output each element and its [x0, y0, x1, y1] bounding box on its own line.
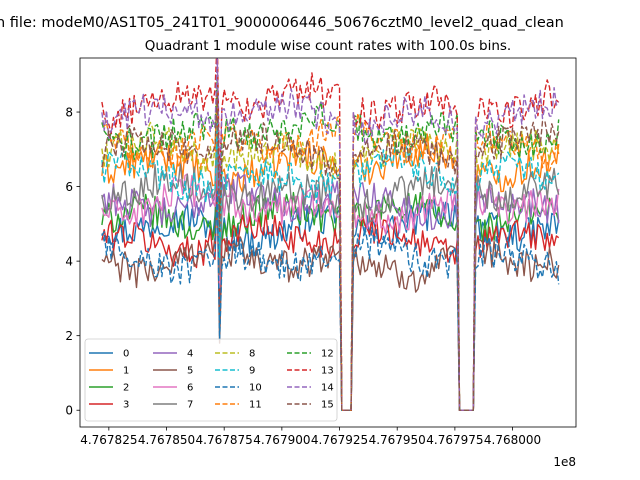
series-line-9	[101, 118, 560, 411]
series-line-4	[101, 146, 560, 411]
legend-label-12: 12	[321, 349, 334, 360]
series-line-14	[101, 58, 560, 411]
series-line-12	[101, 74, 560, 411]
figure-suptitle: n file: modeM0/AS1T05_241T01_9000006446_…	[0, 15, 564, 31]
y-tick-label-0: 0	[65, 404, 73, 418]
series-line-3	[101, 178, 560, 411]
legend-label-7: 7	[187, 400, 193, 411]
x-axis: 4.767825 4.767850 4.767875 4.767900 4.767925…	[80, 427, 541, 447]
plot-frame	[79, 57, 577, 428]
x-tick-label-6: 4.767975	[426, 433, 483, 447]
legend-label-11: 11	[249, 400, 262, 411]
legend-label-0: 0	[123, 349, 129, 360]
legend-label-14: 14	[321, 383, 334, 394]
series-line-7	[101, 138, 560, 411]
legend-label-2: 2	[123, 383, 129, 394]
x-tick-label-0: 4.767825	[80, 433, 137, 447]
y-tick-label-1: 2	[65, 329, 73, 343]
chart-title: Quadrant 1 module wise count rates with …	[145, 38, 511, 54]
x-tick-label-3: 4.767900	[253, 433, 310, 447]
legend-label-15: 15	[321, 400, 334, 411]
series-line-10	[101, 190, 560, 411]
legend-label-3: 3	[123, 400, 129, 411]
y-tick-label-4: 8	[65, 105, 73, 119]
series-layer	[101, 58, 560, 411]
x-tick-label-5: 4.767950	[369, 433, 426, 447]
x-tick-label-2: 4.767875	[196, 433, 253, 447]
y-tick-label-2: 4	[65, 254, 73, 268]
series-line-8	[101, 90, 560, 411]
legend-label-8: 8	[249, 349, 255, 360]
y-axis: 0 2 4 6 8	[65, 105, 80, 418]
legend-label-4: 4	[187, 349, 193, 360]
legend-frame	[84, 338, 338, 422]
legend-label-13: 13	[321, 366, 334, 377]
x-tick-label-7: 4.768000	[484, 433, 541, 447]
series-line-13	[101, 58, 560, 411]
series-line-5	[101, 197, 560, 411]
series-line-11	[101, 80, 560, 411]
x-offset-label: 1e8	[553, 455, 576, 469]
legend-label-5: 5	[187, 366, 193, 377]
legend-label-6: 6	[187, 383, 193, 394]
series-line-15	[101, 94, 560, 411]
y-tick-label-3: 6	[65, 180, 73, 194]
x-tick-label-1: 4.767850	[138, 433, 195, 447]
x-tick-label-4: 4.767925	[311, 433, 368, 447]
legend-label-10: 10	[249, 383, 262, 394]
legend-label-1: 1	[123, 366, 129, 377]
legend-label-9: 9	[249, 366, 255, 377]
